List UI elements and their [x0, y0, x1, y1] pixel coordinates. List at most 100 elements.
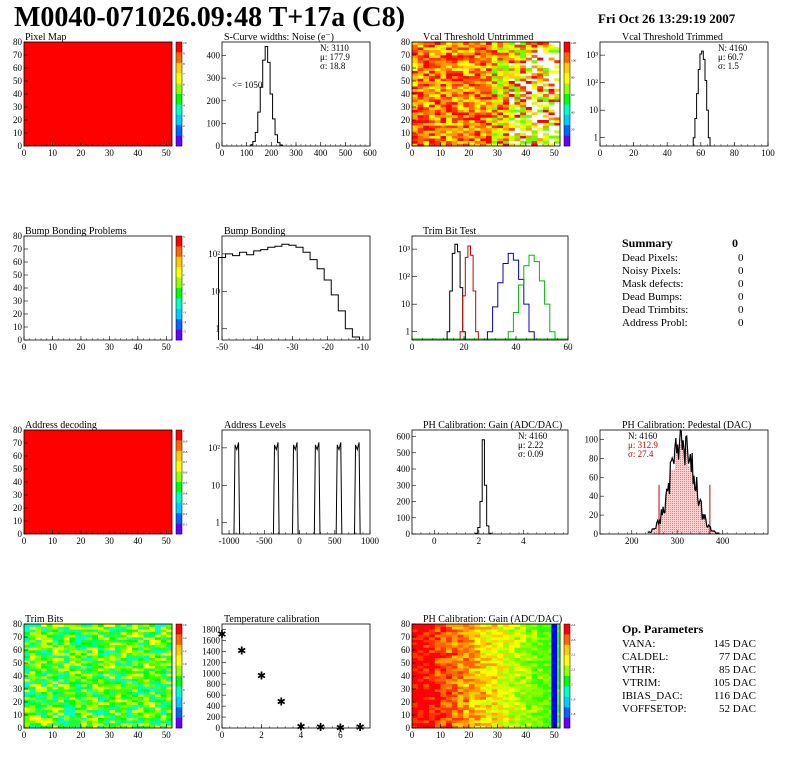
palette-cell: [564, 676, 570, 687]
y-tick-label: 1800: [202, 624, 221, 634]
heatmap-cells: [412, 624, 561, 729]
heatmap-fill: [24, 42, 172, 146]
palette-tick-label: 3: [183, 254, 185, 258]
palette-cell: [176, 450, 182, 462]
palette-cell: [564, 665, 570, 677]
summary-label-1: Noisy Pixels:: [622, 265, 681, 277]
palette-cell: [176, 319, 182, 330]
palette-cell: [176, 277, 182, 289]
panel-6: Trim Bit Test 0 20 40 60 1 10 10² 10³: [398, 226, 573, 352]
palette-tick-label: 2: [183, 263, 185, 267]
op_params-value-4: 116 DAC: [713, 690, 756, 702]
y-tick-label: 40: [13, 477, 23, 487]
plot-frame: [221, 429, 371, 535]
chart-title-6: Trim Bit Test: [423, 226, 476, 237]
op_params-label-1: CALDEL:: [622, 651, 669, 663]
x-tick-label: 0: [432, 536, 437, 546]
x-tick-label: 500: [328, 536, 342, 546]
palette-cell: [564, 696, 570, 708]
y-tick-label: 20: [401, 697, 411, 707]
palette-cell: [176, 676, 182, 687]
x-tick-label: 0: [220, 730, 225, 740]
palette-frame: [175, 429, 183, 535]
y-tick-label: 10: [13, 322, 23, 332]
y-tick-label: 50: [13, 658, 23, 668]
y-tick-label: 80: [13, 619, 23, 629]
palette-cell: [176, 52, 182, 64]
x-tick-label: 500: [339, 148, 353, 158]
y-tick-label: 20: [13, 115, 23, 125]
palette-cell: [564, 644, 570, 656]
palette-frame: [563, 41, 571, 147]
plot-frame: [599, 41, 769, 147]
palette-cell: [176, 492, 182, 504]
palette-tick-label: 2: [183, 124, 185, 128]
y-tick-label: 1: [216, 324, 221, 334]
palette-tick-label: 4: [183, 701, 185, 705]
y-tick-label: 40: [589, 491, 599, 501]
palette-cell: [564, 135, 570, 147]
palette-frame: [175, 623, 183, 729]
palette-tick-label: 0.2: [183, 512, 188, 516]
y-tick-label: 1: [406, 327, 411, 337]
palette-cell: [176, 502, 182, 514]
chart-title-2: Vcal Threshold Untrimmed: [423, 32, 533, 43]
y-tick-label: 1: [594, 133, 599, 143]
x-tick-label: 0: [410, 148, 415, 158]
pedestal-outline: [647, 428, 720, 534]
y-tick-label: 30: [13, 490, 23, 500]
palette-cell: [176, 288, 182, 299]
palette-tick-label: 2.2: [571, 653, 576, 657]
palette-cell: [176, 267, 182, 278]
op_params-label-3: VTRIM:: [622, 677, 661, 689]
x-tick-label: 10: [48, 730, 58, 740]
palette-cell: [564, 125, 570, 136]
x-tick-label: 200: [265, 148, 279, 158]
op_params-value-3: 105 DAC: [713, 677, 756, 689]
scatter-point-2: ✱: [257, 670, 266, 682]
x-tick-label: 50: [162, 342, 172, 352]
y-tick-label: 20: [13, 309, 23, 319]
palette-frame: [563, 623, 571, 729]
palette-tick-label: 8: [183, 675, 185, 679]
palette-tick-label: 1: [183, 135, 185, 139]
stats-line-2: σ: 18.8: [320, 61, 346, 71]
summary-value-5: 0: [738, 317, 744, 329]
y-tick-label: 80: [401, 619, 411, 629]
x-tick-label: 4: [521, 536, 526, 546]
y-tick-label: 10: [401, 128, 411, 138]
palette-cell: [176, 440, 182, 452]
x-tick-label: -1000: [219, 536, 240, 546]
palette-cell: [564, 73, 570, 84]
x-tick-label: 0: [410, 342, 415, 352]
y-tick-label: 10: [401, 299, 411, 309]
palette-tick-label: 16: [183, 623, 187, 627]
y-tick-label: 100: [207, 118, 221, 128]
summary-label-5: Address Probl:: [622, 317, 688, 329]
y-tick-label: 10: [13, 128, 23, 138]
palette-tick-label: 0.6: [183, 471, 188, 475]
y-tick-label: 60: [401, 63, 411, 73]
x-tick-label: 40: [133, 536, 143, 546]
x-tick-label: 40: [663, 148, 673, 158]
palette-tick-label: 2: [571, 682, 573, 686]
x-tick-label: 20: [629, 148, 639, 158]
panel-12: Trim Bits 2 4 6 8 10 12 14 16 0 10 20 30 40 50 0 10 20 30 4…: [13, 614, 187, 740]
plot-frame: [411, 235, 569, 341]
x-tick-label: 50: [550, 730, 560, 740]
y-tick-label: 1400: [202, 646, 221, 656]
palette-tick-label: 4: [183, 103, 185, 107]
palette-cell: [176, 114, 182, 126]
palette-cell: [176, 135, 182, 147]
y-tick-label: 60: [13, 257, 23, 267]
palette-cell: [176, 308, 182, 320]
palette-cell: [176, 256, 182, 268]
y-tick-label: 50: [401, 658, 411, 668]
palette-tick-label: 12: [183, 649, 187, 653]
y-tick-label: 20: [401, 115, 411, 125]
palette-cell: [176, 104, 182, 116]
y-tick-label: 1200: [202, 657, 221, 667]
